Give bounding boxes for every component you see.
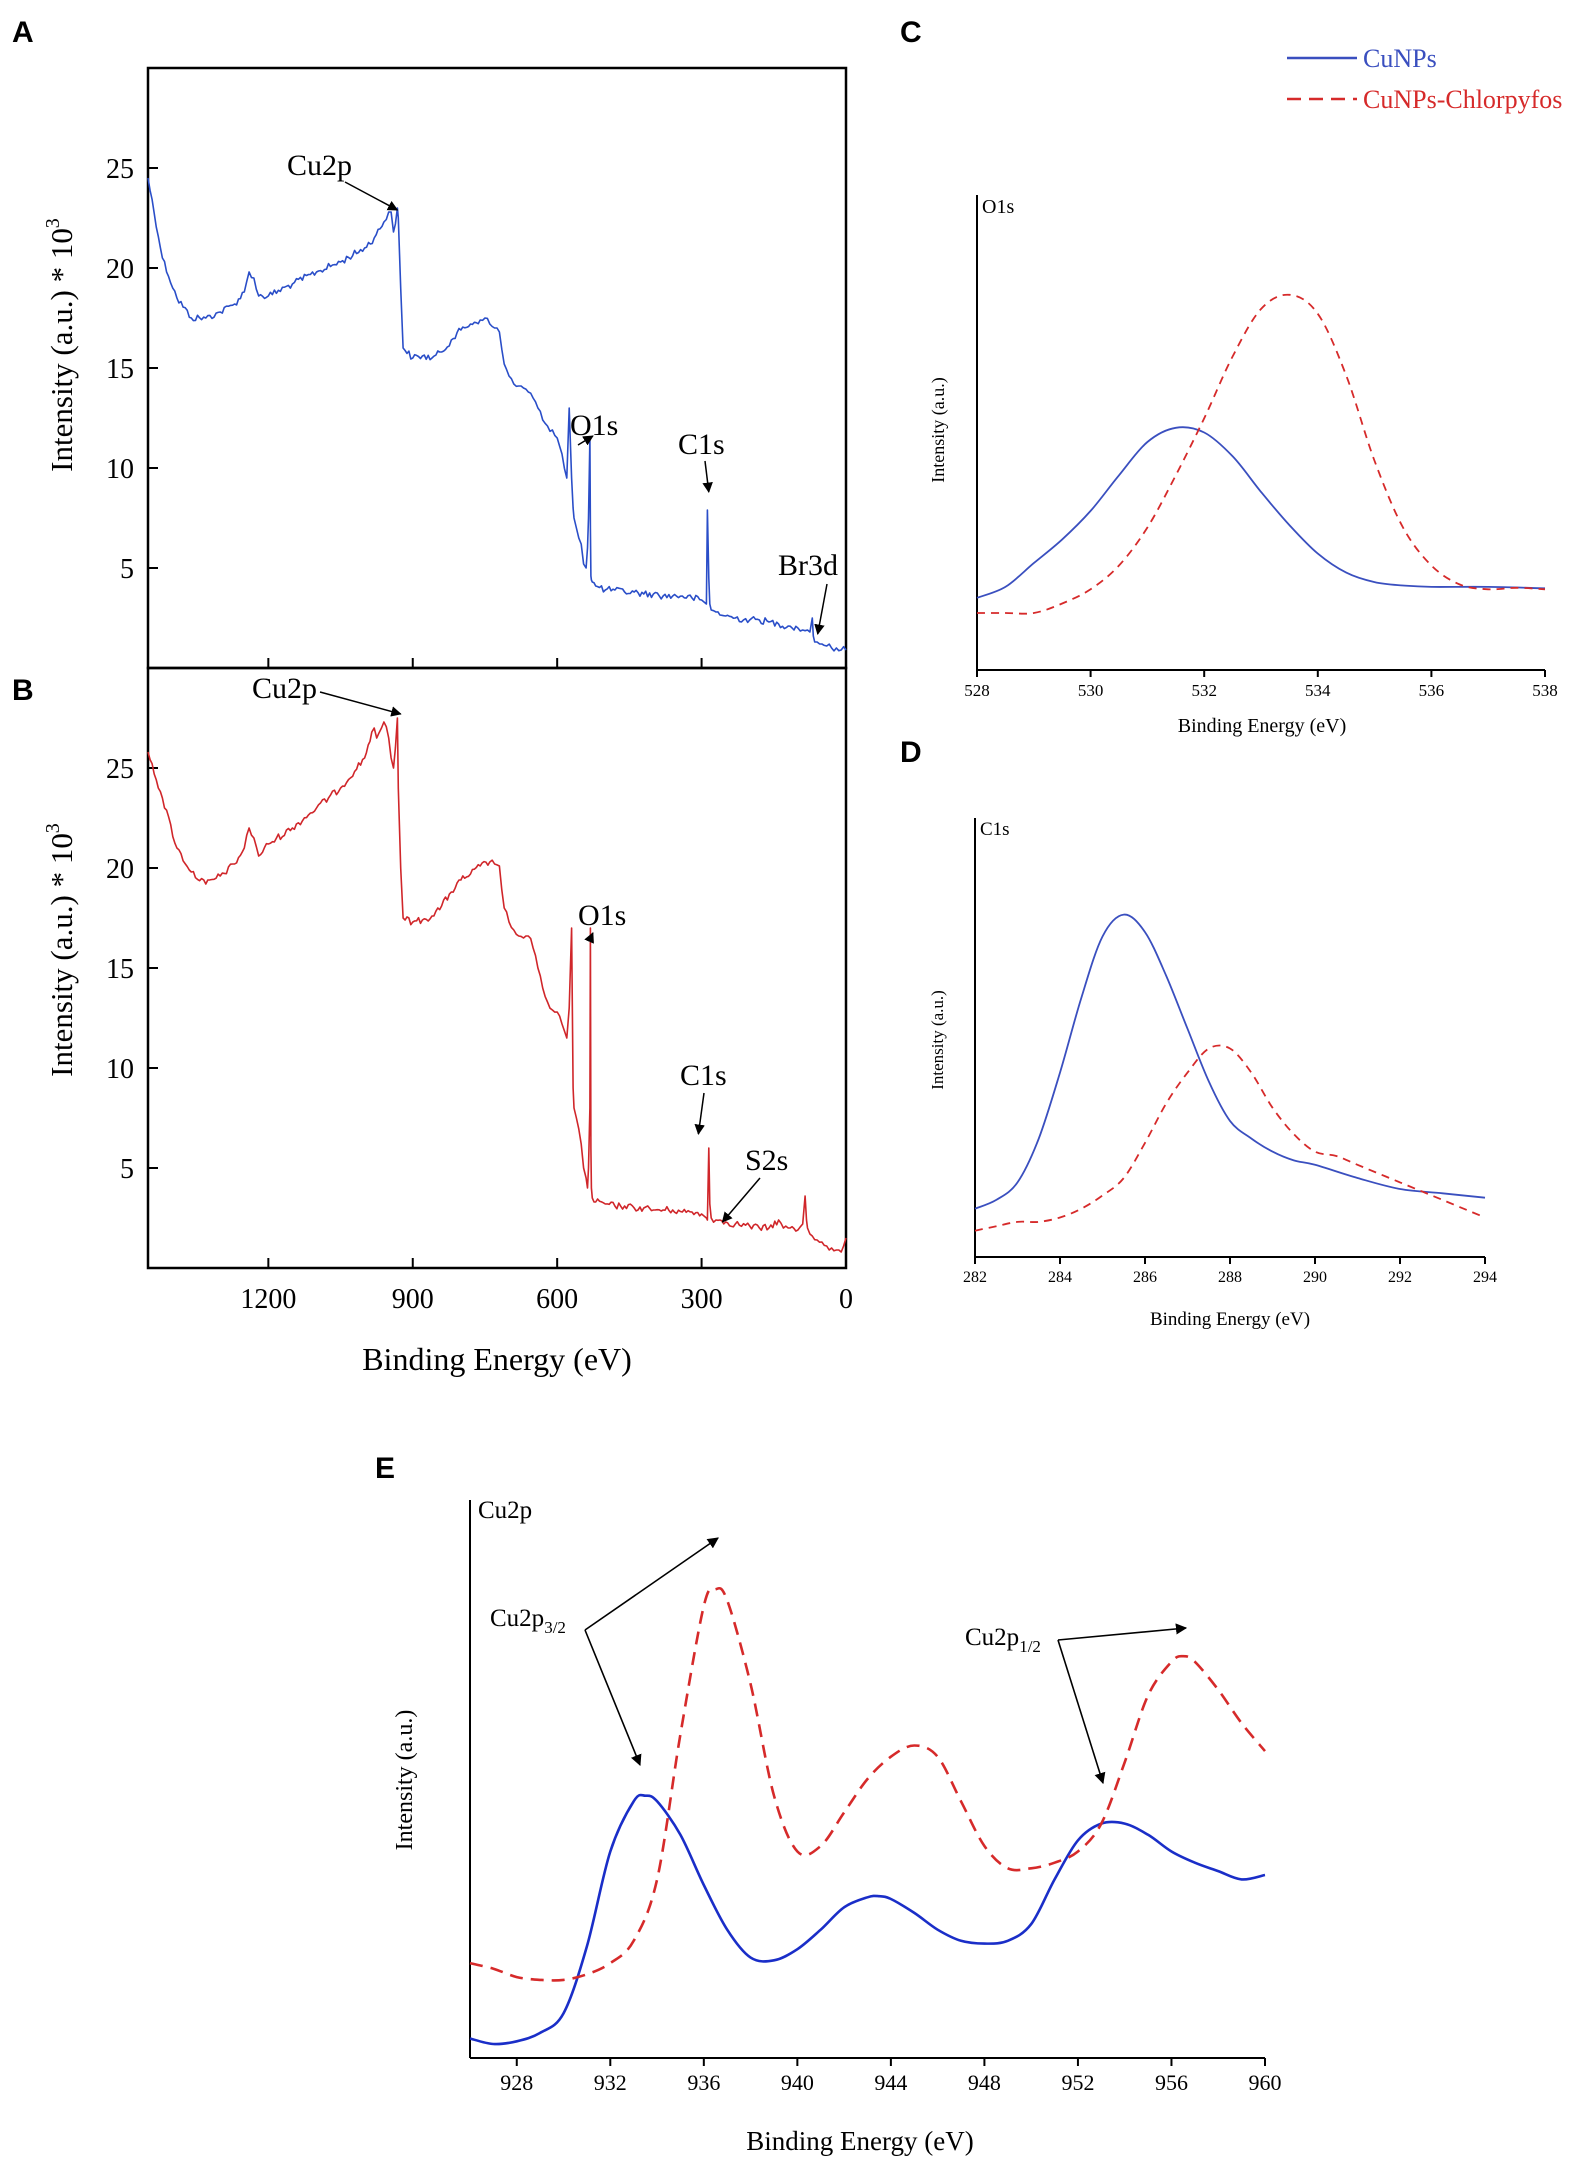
panel-c-xtick-label: 530: [1078, 681, 1104, 700]
panel-e-arrow-32-red: [584, 1537, 719, 1631]
panel-a-frame: [146, 66, 848, 670]
panel-d-ylabel: Intensity (a.u.): [928, 990, 947, 1090]
panel-c-xlabel: Binding Energy (eV): [1178, 715, 1347, 737]
panel-a-annotation-c1s: C1s: [678, 428, 725, 461]
panel-a-ytick-label: 20: [106, 254, 134, 285]
panel-label-d: D: [900, 736, 922, 769]
panel-a-ytick-label: 10: [106, 454, 134, 485]
panel-d-xtick-label: 292: [1388, 1269, 1412, 1286]
panel-b-xtick-label: 0: [839, 1284, 853, 1315]
panel-c-series-chlorpyfos: [977, 293, 1546, 615]
panel-b-annotation-s2s-arrow: [721, 1177, 761, 1223]
panel-e-ylabel: Intensity (a.u.): [392, 1710, 418, 1851]
panel-a-annotation-c1s-arrow: [702, 460, 713, 494]
panel-b-xtick-label: 1200: [240, 1284, 296, 1315]
panel-e-xtick-label: 948: [968, 2070, 1001, 2095]
panel-c-o1s: O1s Intensity (a.u.) Binding Energy (eV)…: [928, 195, 1558, 737]
panel-a-annotation-cu2p-arrow: [344, 181, 399, 211]
panel-a-ylabel: Intensity (a.u.) * 103: [42, 218, 79, 472]
panel-label-e: E: [375, 1452, 395, 1485]
legend-label-chlorpyfos: CuNPs-Chlorpyfos: [1363, 85, 1562, 114]
panel-b-ytick-label: 5: [120, 1154, 134, 1185]
panel-c-xtick-label: 528: [964, 681, 990, 700]
panel-c-series-cunps: [976, 426, 1546, 599]
panel-d-xtick-label: 284: [1048, 1269, 1072, 1286]
panel-e-xlabel: Binding Energy (eV): [746, 2126, 973, 2156]
panel-e-arrow-32-blue: [584, 1629, 642, 1767]
panel-b-xtick-label: 600: [536, 1284, 578, 1315]
panel-b-annotation-o1s: O1s: [578, 899, 626, 932]
panel-a-annotation-o1s-arrow: [577, 435, 594, 446]
panel-b-ytick-label: 25: [106, 754, 134, 785]
panel-e-xtick-label: 956: [1155, 2070, 1188, 2095]
panel-a-ytick-label: 5: [120, 554, 134, 585]
panel-d-series-cunps: [974, 913, 1486, 1210]
panel-c-xtick-label: 532: [1191, 681, 1217, 700]
panel-b-series-line: [147, 717, 847, 1253]
panel-label-c: C: [900, 16, 922, 49]
legend-label-cunps: CuNPs: [1363, 44, 1437, 73]
panel-a-annotation-br3d-arrow: [814, 583, 828, 636]
panel-c-xtick-label: 538: [1532, 681, 1558, 700]
panel-b-survey: Intensity (a.u.) * 103 Binding Energy (e…: [42, 666, 853, 1377]
panel-a-ytick-label: 15: [106, 354, 134, 385]
panel-e-series-chlorpyfos: [469, 1586, 1267, 1982]
panel-d-xtick-label: 294: [1473, 1269, 1497, 1286]
panel-d-xtick-label: 286: [1133, 1269, 1157, 1286]
panel-a-annotation-o1s: O1s: [570, 409, 618, 442]
panel-b-annotation-o1s-arrow: [584, 932, 594, 944]
panel-c-xtick-label: 534: [1305, 681, 1331, 700]
panel-e-xtick-label: 952: [1061, 2070, 1094, 2095]
panel-c-xtick-label: 536: [1419, 681, 1445, 700]
panel-d-xtick-label: 288: [1218, 1269, 1242, 1286]
panel-label-b: B: [12, 674, 34, 707]
panel-b-annotation-cu2p: Cu2p: [252, 672, 317, 705]
panel-label-a: A: [12, 16, 34, 49]
panel-b-ytick-label: 20: [106, 854, 134, 885]
panel-b-ylabel: Intensity (a.u.) * 103: [42, 823, 79, 1077]
panel-a-survey: Intensity (a.u.) * 103 5 10 15 20 25 Cu2p O1s C…: [42, 66, 848, 670]
panel-a-annotation-br3d: Br3d: [778, 549, 838, 582]
panel-d-xtick-label: 290: [1303, 1269, 1327, 1286]
panel-e-xtick-label: 928: [500, 2070, 533, 2095]
panel-c-ylabel: Intensity (a.u.): [928, 377, 949, 482]
panel-b-annotation-c1s-arrow: [694, 1092, 705, 1136]
panel-b-annotation-cu2p-arrow: [319, 691, 402, 717]
panel-a-annotation-cu2p: Cu2p: [287, 149, 352, 182]
panel-d-title: C1s: [980, 819, 1010, 840]
panel-b-xlabel: Binding Energy (eV): [362, 1341, 632, 1377]
panel-d-c1s: C1s Intensity (a.u.) Binding Energy (eV)…: [928, 818, 1497, 1330]
panel-b-ytick-label: 10: [106, 1054, 134, 1085]
panel-e-cu2p: Cu2p Intensity (a.u.) Binding Energy (eV…: [392, 1497, 1282, 2156]
panel-c-title: O1s: [982, 196, 1014, 218]
panel-e-arrow-12-blue: [1057, 1639, 1106, 1785]
panel-e-annotation-cu2p12: Cu2p1/2: [965, 1624, 1041, 1656]
panel-a-series-line: [147, 177, 847, 652]
panel-d-xlabel: Binding Energy (eV): [1150, 1309, 1310, 1330]
panel-e-arrow-12-red: [1057, 1623, 1188, 1641]
panel-b-annotation-s2s: S2s: [745, 1144, 788, 1177]
panel-a-ytick-label: 25: [106, 154, 134, 185]
panel-d-series-chlorpyfos: [974, 1044, 1486, 1232]
panel-e-xtick-label: 960: [1249, 2070, 1282, 2095]
panel-e-xtick-label: 940: [781, 2070, 814, 2095]
panel-e-xtick-label: 936: [687, 2070, 720, 2095]
panel-b-xtick-label: 300: [681, 1284, 723, 1315]
panel-b-frame: [146, 666, 848, 1270]
panel-b-annotation-c1s: C1s: [680, 1059, 727, 1092]
panel-e-annotation-cu2p32: Cu2p3/2: [490, 1605, 566, 1637]
panel-e-xtick-label: 932: [594, 2070, 627, 2095]
panel-b-xtick-label: 900: [392, 1284, 434, 1315]
panel-b-ytick-label: 15: [106, 954, 134, 985]
legend: CuNPs CuNPs-Chlorpyfos: [1287, 44, 1562, 114]
panel-d-xtick-label: 282: [963, 1269, 987, 1286]
panel-e-xtick-label: 944: [874, 2070, 907, 2095]
panel-e-series-cunps: [469, 1793, 1266, 2046]
panel-e-title: Cu2p: [478, 1497, 532, 1524]
